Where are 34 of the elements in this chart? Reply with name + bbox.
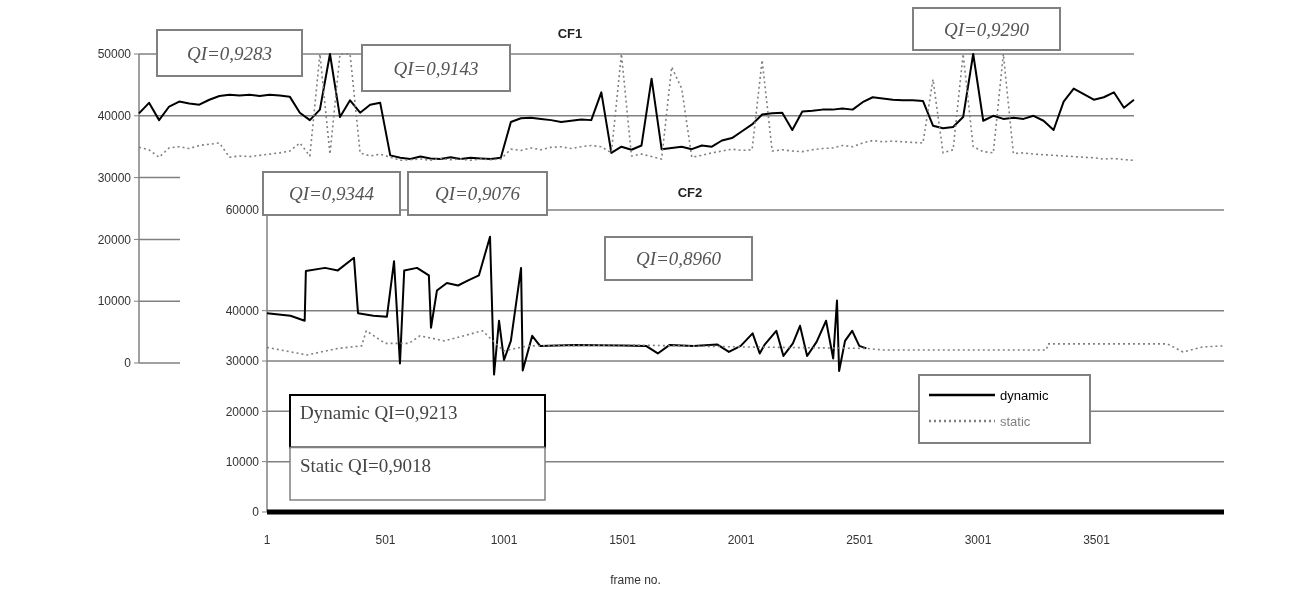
text: dynamic: [1000, 387, 1049, 403]
y-tick-label: 40000: [97, 109, 132, 123]
x-tick-label: 1501: [609, 533, 637, 547]
y-tick-label: 30000: [225, 354, 260, 369]
annotation: QI=0,9283: [186, 42, 273, 64]
y-tick-label: 0: [252, 505, 260, 520]
y-tick-label: 20000: [225, 404, 260, 419]
text: QI=0,9290: [943, 18, 1030, 40]
y-tick-label: 50000: [97, 47, 132, 62]
x-tick-label: 3501: [1083, 533, 1111, 547]
x-tick-label: 1001: [490, 533, 518, 547]
annotation: QI=0,8960: [635, 248, 722, 270]
chart-title: CF1: [557, 26, 583, 41]
annotation: Dynamic QI=0,9213: [300, 402, 458, 423]
annotation: Static QI=0,9018: [300, 454, 432, 476]
x-tick-label: 1: [263, 533, 271, 547]
x-tick-label: 2001: [727, 533, 755, 547]
y-tick-label: 60000: [225, 203, 260, 218]
y-tick-label: 10000: [97, 294, 132, 309]
x-tick-label: 2501: [846, 533, 874, 547]
annotation: QI=0,9143: [393, 57, 479, 79]
y-tick-label: 40000: [225, 303, 260, 318]
line-series: [266, 235, 868, 376]
text: static: [1000, 413, 1031, 429]
chart-title: CF2: [677, 185, 703, 200]
y-tick-label: 0: [124, 356, 132, 371]
y-tick-label: 20000: [97, 232, 132, 247]
x-tick-label: 3001: [964, 533, 992, 547]
x-axis-title: frame no.: [610, 573, 661, 587]
annotation: QI=0,9344: [288, 183, 375, 205]
x-tick-label: 501: [375, 533, 396, 547]
annotation: QI=0,9076: [434, 183, 521, 205]
y-tick-label: 30000: [97, 170, 132, 185]
y-tick-label: 10000: [225, 454, 260, 469]
